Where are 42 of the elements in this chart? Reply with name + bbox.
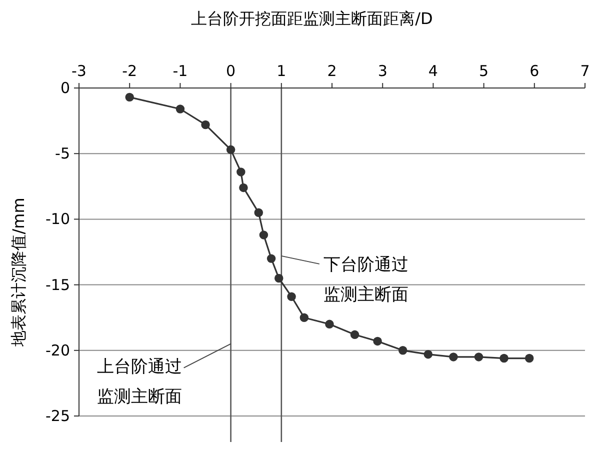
x-tick-label: 2: [327, 62, 337, 80]
y-tick-label: -10: [46, 210, 70, 228]
x-tick-label: -2: [122, 62, 138, 80]
point: [373, 336, 382, 346]
point: [274, 274, 284, 283]
point: [500, 354, 508, 363]
point: [236, 168, 246, 176]
point: [287, 292, 296, 301]
x-tick-label: 4: [428, 62, 438, 80]
x-tick-label: 7: [580, 62, 590, 80]
point: [125, 92, 134, 102]
y-tick-label: -5: [55, 144, 70, 163]
point: [350, 330, 360, 340]
point: [449, 352, 458, 362]
point: [176, 104, 185, 114]
x-axis-title: 上台阶开挖面距监测主断面距离/D: [191, 9, 433, 28]
x-tick-label: 3: [378, 62, 388, 80]
point: [239, 183, 248, 192]
point: [325, 320, 334, 329]
y-tick-label: -25: [46, 407, 70, 425]
point: [424, 350, 433, 359]
annotation: 上台阶通过监测主断面: [96, 356, 182, 407]
x-tick-label: -1: [172, 62, 188, 80]
y-tick-label: -15: [46, 276, 70, 294]
point: [524, 354, 534, 363]
point: [259, 230, 268, 240]
y-tick-label: -20: [46, 341, 70, 360]
x-tick-label: 0: [226, 62, 236, 80]
point: [398, 346, 408, 355]
annotation: 下台阶通过监测主断面: [323, 254, 408, 305]
point: [266, 254, 276, 263]
y-tick-label: 0: [60, 79, 70, 97]
x-tick-label: -3: [72, 62, 86, 80]
point: [226, 145, 236, 154]
x-tick-label: 5: [479, 62, 489, 80]
y-axis-title: 地表累计沉降值/mm: [9, 198, 28, 348]
point: [300, 313, 309, 322]
x-tick-label: 6: [530, 62, 540, 80]
point: [254, 208, 263, 217]
point: [474, 352, 484, 362]
point: [201, 120, 210, 130]
x-tick-label: 1: [276, 62, 286, 80]
